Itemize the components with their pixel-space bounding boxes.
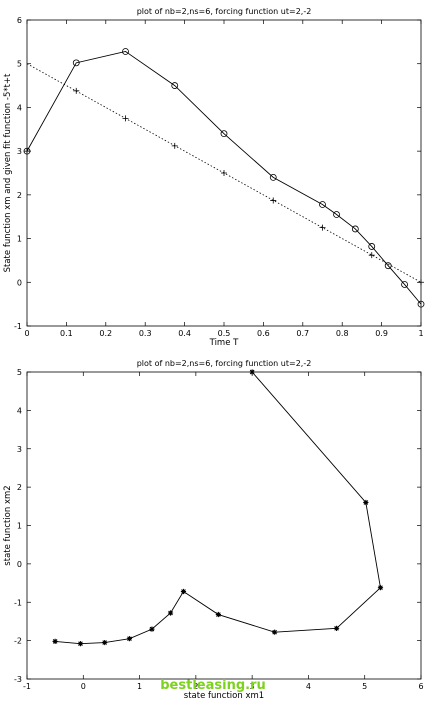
- data-point-star: [333, 625, 340, 631]
- data-point-star: [77, 641, 84, 647]
- x-tick-label: 5: [362, 682, 367, 691]
- x-tick-label: 0.4: [178, 329, 191, 338]
- data-point-circle: [384, 262, 392, 270]
- y-tick-label: 5: [17, 60, 22, 69]
- x-tick-label: 1: [418, 329, 423, 338]
- data-point-plus: [171, 142, 178, 149]
- data-point-circle: [72, 59, 80, 67]
- x-tick-label: 1: [137, 682, 142, 691]
- x-tick-label: 0.9: [375, 329, 388, 338]
- y-tick-label: 4: [17, 406, 22, 415]
- x-tick-label: 0: [81, 682, 86, 691]
- x-tick-label: 6: [418, 682, 423, 691]
- data-point-star: [249, 369, 255, 375]
- data-point-plus: [122, 115, 129, 122]
- x-tick-label: 0.8: [336, 329, 349, 338]
- y-tick-label: 2: [17, 191, 22, 200]
- data-point-star: [180, 588, 187, 595]
- x-axis-label: state function xm1: [184, 691, 264, 701]
- plot-1: 0 0.1 0.2 0.3 0.4 0.5 0.6 0.7 0.8 0.9 1-10123456pl…: [3, 7, 425, 348]
- y-tick-label: -1: [14, 322, 22, 331]
- x-tick-label: 2: [193, 682, 198, 691]
- y-tick-label: 3: [17, 147, 22, 156]
- data-point-circle: [368, 243, 376, 250]
- data-point-plus: [319, 224, 326, 231]
- series-2: [24, 63, 424, 286]
- data-point-circle: [333, 211, 340, 218]
- x-tick-label: 0.7: [296, 329, 309, 338]
- data-point-star: [149, 626, 155, 632]
- series-line: [55, 371, 381, 645]
- data-point-star: [126, 636, 133, 642]
- data-point-plus: [73, 87, 80, 94]
- data-point-star: [377, 585, 384, 591]
- data-point-circle: [417, 300, 425, 308]
- data-point-plus: [418, 279, 424, 286]
- data-point-star: [167, 610, 174, 616]
- data-point-plus: [270, 197, 277, 204]
- y-tick-label: -2: [14, 637, 22, 646]
- y-axis-label: state function xm2: [3, 485, 13, 565]
- watermark-text: bestleasing.ru: [160, 678, 265, 693]
- y-tick-label: 2: [17, 483, 22, 492]
- chart-title: plot of nb=2,ns=6, forcing function ut=2…: [137, 7, 312, 16]
- series-1: [23, 48, 425, 308]
- x-tick-label: 0.1: [60, 329, 73, 338]
- y-tick-label: 1: [17, 522, 22, 531]
- data-point-star: [363, 499, 369, 506]
- x-tick-label: 0.3: [139, 329, 152, 338]
- y-tick-label: -1: [14, 598, 22, 607]
- data-point-plus: [24, 148, 30, 155]
- data-point-circle: [122, 48, 129, 55]
- y-tick-label: 1: [17, 235, 22, 244]
- data-point-star: [272, 629, 278, 635]
- x-tick-label: 3: [250, 682, 255, 691]
- plot-2: -1 0 1 2 3 4 5 6 -3 -2 -1 0 1 2 3 4 5 plot of nb=2,ns=6, …: [3, 359, 424, 701]
- x-tick-label: 0: [24, 329, 29, 338]
- data-point-star: [52, 638, 58, 644]
- data-point-star: [102, 639, 108, 646]
- y-tick-label: -3: [14, 675, 22, 684]
- x-tick-label: 0.5: [218, 329, 231, 338]
- x-tick-label: 4: [306, 682, 311, 691]
- series-line: [26, 50, 422, 305]
- data-point-plus: [221, 170, 227, 176]
- data-point-circle: [220, 130, 228, 138]
- y-axis-label: State function xm and given fit function…: [3, 73, 13, 272]
- x-tick-label: 0.2: [99, 329, 112, 338]
- data-point-circle: [171, 82, 179, 89]
- series-1: [52, 369, 384, 647]
- data-point-plus: [368, 252, 375, 259]
- data-point-star: [215, 611, 221, 618]
- chart-title: plot of nb=2,ns=6, forcing function ut=2…: [137, 359, 312, 368]
- data-point-circle: [351, 225, 359, 233]
- x-tick-label: -1: [23, 682, 31, 691]
- data-point-circle: [401, 281, 408, 288]
- y-tick-label: 5: [17, 368, 22, 377]
- y-tick-label: 4: [17, 103, 22, 112]
- x-tick-label: 0.6: [257, 329, 270, 338]
- data-point-circle: [269, 173, 277, 181]
- data-point-circle: [319, 201, 326, 208]
- x-axis-label: Time T: [209, 338, 240, 348]
- y-tick-label: 6: [17, 16, 22, 25]
- y-tick-label: 3: [17, 445, 22, 454]
- y-tick-label: 0: [17, 560, 22, 569]
- plot-frame: [26, 371, 422, 680]
- y-tick-label: 0: [17, 278, 22, 287]
